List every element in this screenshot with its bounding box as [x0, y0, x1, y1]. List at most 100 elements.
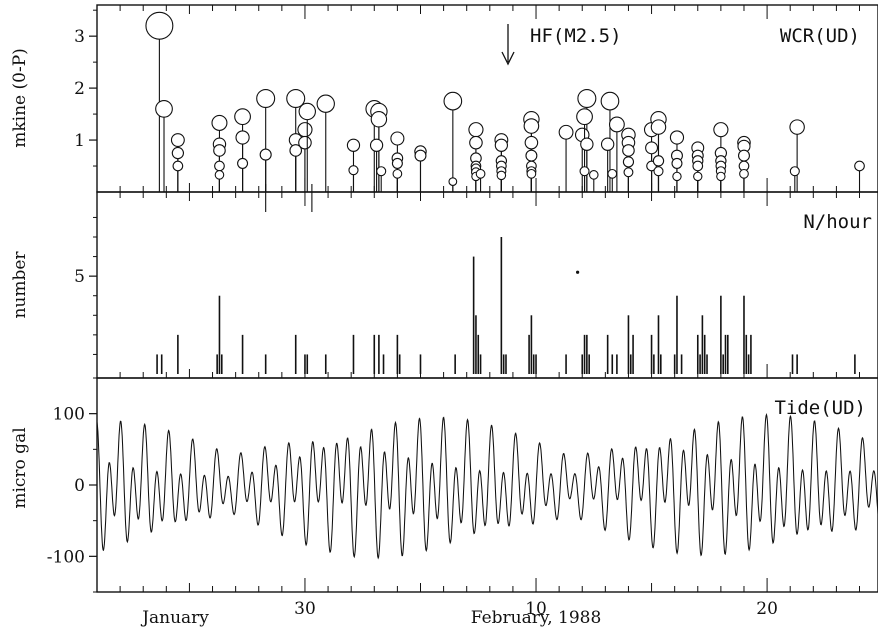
panel-tide-ylabel: micro gal — [10, 427, 30, 508]
panel-nhour-axes: 5 — [74, 192, 861, 378]
event-circle — [622, 156, 635, 168]
event-circle — [286, 88, 306, 109]
event-circle — [524, 135, 539, 150]
panel-wcr: 1 2 3 WCR(UD) HF(M2.5) mkine (0-P) — [10, 4, 878, 212]
event-circle — [789, 119, 805, 135]
event-circle — [692, 160, 704, 172]
y-tick-label: 5 — [74, 267, 85, 287]
event-circle — [155, 100, 173, 118]
y-tick-label: 3 — [74, 27, 85, 47]
hf-annotation: HF(M2.5) — [530, 25, 622, 47]
event-circle — [652, 155, 665, 167]
event-circle — [214, 170, 225, 180]
event-circle — [494, 138, 508, 152]
y-tick-label: -100 — [47, 547, 85, 567]
event-circle — [607, 168, 618, 179]
event-circle — [580, 137, 594, 151]
panel-nhour-label: N/hour — [803, 211, 872, 233]
event-circle — [145, 11, 174, 40]
panel-tide-label: Tide(UD) — [774, 397, 866, 419]
event-circle — [653, 166, 664, 177]
count-dot — [576, 270, 580, 274]
event-circle — [297, 122, 313, 138]
x-axis: 30 10 20 January February, 1988 — [140, 599, 778, 627]
panel-wcr-ylabel: mkine (0-P) — [10, 48, 30, 148]
event-circle — [211, 114, 228, 131]
event-circle — [645, 141, 659, 155]
event-circle — [235, 130, 250, 145]
event-circle — [650, 119, 667, 135]
event-circle — [576, 108, 593, 126]
panel-tide: -100 0 100 Tide(UD) micro gal — [10, 377, 878, 593]
event-circle — [298, 135, 312, 150]
event-circle — [391, 157, 403, 169]
event-circle — [577, 88, 597, 109]
event-circle — [469, 135, 483, 150]
panel-nhour-frame — [96, 191, 878, 379]
event-circle — [475, 168, 486, 179]
event-circle — [672, 171, 682, 182]
event-circle — [523, 118, 540, 134]
panel-wcr-events — [145, 11, 865, 192]
y-tick-label: 2 — [74, 79, 85, 99]
event-circle — [739, 168, 749, 179]
event-circle — [414, 149, 427, 162]
event-circle — [214, 160, 225, 172]
event-circle — [713, 122, 729, 138]
event-circle — [558, 124, 574, 140]
event-circle — [170, 133, 185, 148]
event-circle — [588, 170, 599, 180]
panel-nhour-bars — [156, 237, 856, 374]
panel-wcr-axes: 1 2 3 — [74, 5, 861, 212]
event-circle — [448, 177, 458, 187]
event-circle — [525, 149, 538, 162]
event-circle — [348, 165, 359, 176]
event-circle — [298, 102, 316, 121]
event-circle — [468, 122, 484, 138]
y-tick-label: 0 — [74, 476, 85, 496]
event-circle — [669, 130, 685, 145]
event-circle — [579, 166, 590, 177]
event-circle — [234, 108, 251, 126]
panel-nhour-ylabel: number — [10, 251, 30, 319]
event-circle — [789, 166, 800, 177]
y-tick-label: 1 — [74, 131, 85, 151]
event-circle — [259, 148, 272, 161]
panel-wcr-frame — [96, 4, 878, 193]
event-circle — [671, 157, 683, 169]
event-circle — [600, 137, 615, 151]
event-circle — [608, 116, 625, 133]
event-circle — [171, 146, 185, 160]
event-circle — [172, 160, 184, 172]
event-circle — [526, 168, 537, 179]
tide-series-line — [96, 413, 878, 560]
event-circle — [443, 91, 463, 111]
event-circle — [213, 144, 226, 157]
panel-tide-axes: -100 0 100 — [47, 377, 861, 593]
event-circle — [392, 168, 403, 179]
event-circle — [346, 138, 361, 152]
event-circle — [237, 157, 249, 169]
event-circle — [496, 170, 507, 181]
event-circle — [390, 131, 405, 146]
x-month-label: February, 1988 — [471, 608, 602, 627]
x-tick-label: 30 — [294, 599, 316, 619]
event-circle — [370, 111, 388, 128]
event-circle — [369, 138, 384, 152]
event-circle — [716, 171, 726, 182]
x-tick-label: 20 — [756, 599, 778, 619]
panel-wcr-label: WCR(UD) — [780, 25, 860, 47]
event-circle — [316, 94, 335, 113]
event-circle — [737, 149, 750, 162]
event-circle — [376, 166, 387, 177]
x-tick-label: 10 — [525, 599, 547, 619]
event-circle — [600, 91, 620, 111]
event-circle — [622, 144, 635, 157]
event-circle — [289, 144, 303, 157]
event-circle — [256, 88, 276, 109]
panel-nhour: 5 N/hour number — [10, 191, 878, 379]
panel-tide-curve — [96, 413, 878, 560]
event-circle — [693, 171, 703, 182]
y-tick-label: 100 — [53, 405, 85, 425]
